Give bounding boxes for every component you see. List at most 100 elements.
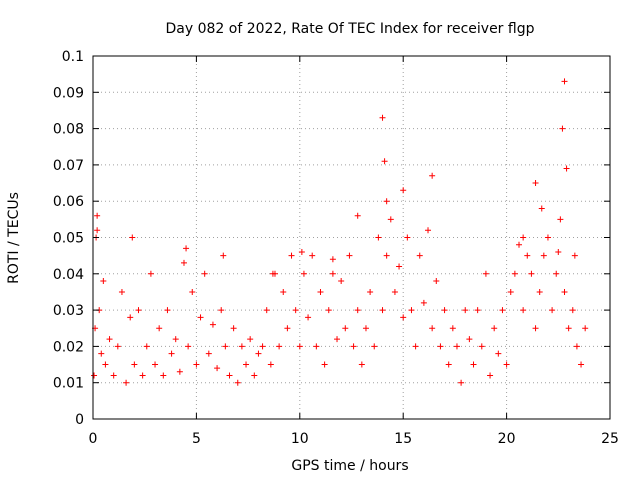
data-point	[540, 252, 547, 259]
data-point	[309, 252, 316, 259]
data-point	[544, 234, 551, 241]
data-point	[445, 361, 452, 368]
y-tick-label: 0.01	[53, 376, 84, 392]
data-point	[230, 325, 237, 332]
data-point	[379, 307, 386, 314]
data-point	[185, 343, 192, 350]
y-tick-label: 0.1	[62, 49, 84, 65]
data-point	[91, 372, 98, 379]
data-point	[582, 325, 589, 332]
data-point	[218, 307, 225, 314]
data-point	[100, 278, 107, 285]
data-point	[538, 205, 545, 212]
data-point	[420, 299, 427, 306]
data-point	[466, 336, 473, 343]
data-point	[288, 252, 295, 259]
data-point	[441, 307, 448, 314]
data-point	[255, 350, 262, 357]
data-point	[247, 336, 254, 343]
data-point	[98, 350, 105, 357]
data-point	[453, 343, 460, 350]
data-point	[176, 368, 183, 375]
data-point	[220, 252, 227, 259]
data-point	[400, 187, 407, 194]
data-point	[358, 361, 365, 368]
chart-title: Day 082 of 2022, Rate Of TEC Index for r…	[166, 21, 535, 37]
data-point	[499, 307, 506, 314]
y-tick-label: 0.09	[53, 85, 84, 101]
data-point	[329, 270, 336, 277]
x-tick-label: 20	[498, 431, 516, 447]
data-point	[292, 307, 299, 314]
data-point	[563, 165, 570, 172]
data-point	[379, 114, 386, 121]
data-point	[474, 307, 481, 314]
data-point	[156, 325, 163, 332]
data-point	[259, 343, 266, 350]
data-point	[565, 325, 572, 332]
y-tick-label: 0.07	[53, 158, 84, 174]
data-point	[172, 336, 179, 343]
data-point	[135, 307, 142, 314]
data-point	[189, 288, 196, 295]
data-point	[234, 379, 241, 386]
data-point	[338, 278, 345, 285]
data-point	[532, 180, 539, 187]
data-point	[429, 325, 436, 332]
data-point	[396, 263, 403, 270]
data-point	[375, 234, 382, 241]
y-tick-label: 0.04	[53, 267, 84, 283]
data-point	[387, 216, 394, 223]
data-point	[263, 307, 270, 314]
data-point	[487, 372, 494, 379]
data-point	[354, 307, 361, 314]
data-point	[367, 288, 374, 295]
data-point	[470, 361, 477, 368]
data-point	[329, 256, 336, 263]
y-tick-label: 0.05	[53, 231, 84, 247]
data-points	[91, 78, 589, 386]
y-tick-label: 0.06	[53, 194, 84, 210]
data-point	[433, 278, 440, 285]
data-point	[524, 252, 531, 259]
data-point	[416, 252, 423, 259]
data-point	[139, 372, 146, 379]
data-point	[298, 249, 305, 256]
data-point	[305, 314, 312, 321]
data-point	[238, 343, 245, 350]
data-point	[520, 234, 527, 241]
data-point	[503, 361, 510, 368]
data-point	[561, 288, 568, 295]
data-point	[102, 361, 109, 368]
data-point	[201, 270, 208, 277]
y-tick-label: 0	[75, 412, 84, 428]
data-point	[152, 361, 159, 368]
x-tick-label: 10	[291, 431, 309, 447]
data-point	[383, 252, 390, 259]
data-point	[449, 325, 456, 332]
data-point	[251, 372, 258, 379]
data-point	[491, 325, 498, 332]
x-tick-label: 0	[89, 431, 98, 447]
data-point	[350, 343, 357, 350]
data-point	[400, 314, 407, 321]
data-point	[559, 125, 566, 132]
data-point	[536, 288, 543, 295]
data-point	[561, 78, 568, 85]
data-point	[458, 379, 465, 386]
x-tick-label: 5	[192, 431, 201, 447]
data-point	[129, 234, 136, 241]
data-point	[342, 325, 349, 332]
data-point	[516, 241, 523, 248]
y-tick-label: 0.08	[53, 122, 84, 138]
data-point	[555, 249, 562, 256]
data-point	[296, 343, 303, 350]
data-point	[478, 343, 485, 350]
axis-ticks	[92, 55, 611, 420]
data-point	[284, 325, 291, 332]
data-point	[462, 307, 469, 314]
data-point	[429, 172, 436, 179]
data-point	[569, 307, 576, 314]
data-point	[222, 343, 229, 350]
data-point	[520, 307, 527, 314]
